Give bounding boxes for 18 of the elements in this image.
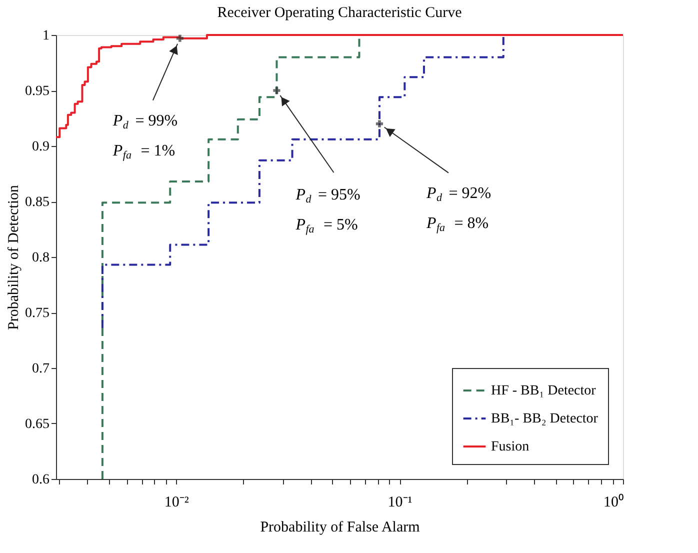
y-tick-label: 0.85 bbox=[25, 195, 50, 210]
y-tick-label: 0.6 bbox=[32, 472, 50, 488]
y-tick-label: 0.75 bbox=[25, 306, 50, 321]
x-tick-label: 10⁻¹ bbox=[388, 494, 412, 510]
y-tick-label: 0.8 bbox=[32, 250, 50, 266]
x-tick-label: 10⁻² bbox=[164, 494, 190, 510]
x-tick-label: 10⁰ bbox=[604, 494, 624, 510]
x-axis-title: Probability of False Alarm bbox=[260, 520, 420, 536]
y-tick-label: 0.65 bbox=[25, 417, 50, 432]
y-tick-label: 0.9 bbox=[32, 140, 50, 154]
chart-title: Receiver Operating Characteristic Curve bbox=[217, 5, 462, 21]
y-tick-label: 1 bbox=[42, 28, 50, 44]
legend-label: HF - BB₁ Detector bbox=[491, 384, 596, 398]
y-tick-label: 0.7 bbox=[32, 362, 50, 376]
y-tick-label: 0.95 bbox=[25, 84, 50, 99]
y-axis-title: Probability of Detection bbox=[6, 184, 22, 330]
legend-label: Fusion bbox=[491, 440, 530, 454]
legend-label: BB₁- BB₂ Detector bbox=[491, 412, 598, 426]
